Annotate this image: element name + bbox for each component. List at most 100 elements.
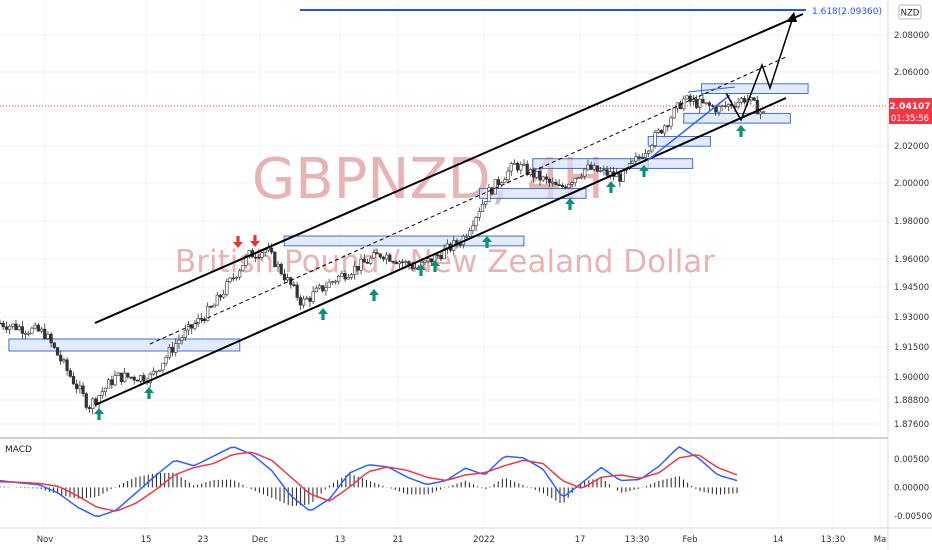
candle-body [653,132,657,146]
candle-body [55,347,60,356]
candle-body [314,287,318,293]
time-tick-label: 14 [773,535,784,545]
candle-body [186,324,191,331]
candle-body [129,376,133,379]
support-zone-box[interactable] [479,188,587,199]
candle-body [496,179,501,186]
channel-midline[interactable] [149,56,787,345]
candle-body [260,252,264,258]
candle-body [308,297,312,302]
candle-body [691,99,695,102]
candle-body [458,243,462,246]
candle-body [567,184,571,189]
candle-body [560,184,564,188]
candle-body [222,293,226,298]
candle-body [84,393,88,408]
candle-body [532,169,536,178]
candle-body [685,95,689,100]
candle-body [525,163,529,176]
channel-upper-line[interactable] [94,13,804,324]
support-zones[interactable] [8,83,809,352]
time-tick-label: Ma [874,535,887,545]
candle-body [270,247,274,253]
price-tick-label: 1.94500 [894,283,929,293]
candle-body [317,285,322,289]
wedge-trendline[interactable] [647,94,731,161]
candle-body [23,333,28,335]
candle-body [241,265,245,272]
candle-body [726,104,731,107]
candle-body [647,150,651,154]
candle-body [637,156,641,159]
candle-body [228,277,232,282]
macd-axis[interactable]: 0.00500 0.00000 -0.00500 [894,455,932,522]
candle-body [167,346,171,358]
candle-body [305,297,309,300]
candle-body [656,129,660,133]
candle-body [592,165,596,170]
candle-body [717,106,721,113]
up-arrow-icon [639,165,649,177]
channel-lower-line[interactable] [94,97,787,406]
candle-body [87,407,92,409]
projection-path[interactable] [725,13,795,122]
price-tick-label: 2.08000 [894,31,929,41]
candle-body [404,261,408,263]
candle-body [11,323,15,327]
candle-body [183,329,187,338]
candle-body [391,261,395,263]
candle-body [436,254,440,257]
candle-body [148,373,152,383]
price-tick-label: 1.87600 [894,420,929,430]
up-arrow-icon [416,264,426,276]
up-arrow-icon [430,260,440,272]
candle-body [480,203,485,212]
candle-body [634,156,638,162]
candle-body [471,225,475,231]
candle-body [551,181,555,184]
candle-body [206,306,210,321]
candle-body [65,359,69,371]
candle-body [605,169,609,176]
grid-lines [0,0,888,528]
time-axis[interactable]: Nov 15 23 Dec 13 21 2022 17 13:30 Feb 14 13:30 Ma [37,535,887,545]
candle-body [413,267,417,270]
candle-body [180,337,184,341]
price-axis-bg [888,0,932,550]
support-zone-box[interactable] [8,338,241,352]
candle-body [595,165,600,172]
candle-body [218,294,223,298]
candle-body [701,98,705,104]
candlesticks [0,93,766,415]
candle-body [292,284,296,286]
candle-body [704,102,708,105]
candle-body [694,99,699,108]
candle-body [311,291,315,302]
candle-body [209,306,213,308]
candle-body [254,256,258,259]
candle-body [91,398,95,409]
candle-body [126,372,130,378]
candle-body [490,187,494,195]
up-arrow-icon [94,408,104,420]
candle-body [107,379,111,389]
candle-body [33,324,37,329]
candle-body [621,170,625,182]
candle-body [669,117,673,127]
candle-body [401,261,405,264]
candle-body [650,145,654,152]
price-tick-label: 1.98000 [894,217,929,227]
candle-body [426,258,430,262]
currency-badge[interactable] [898,4,922,20]
projection-arrowhead-icon [786,12,797,22]
candle-body [110,379,114,386]
up-arrow-icon [318,308,328,320]
candle-body [554,181,558,185]
wedge-top-line[interactable] [687,86,736,93]
candle-body [477,211,481,218]
candle-body [519,164,523,171]
macd-tick-label: 0.00500 [894,455,929,465]
candle-body [659,129,664,134]
